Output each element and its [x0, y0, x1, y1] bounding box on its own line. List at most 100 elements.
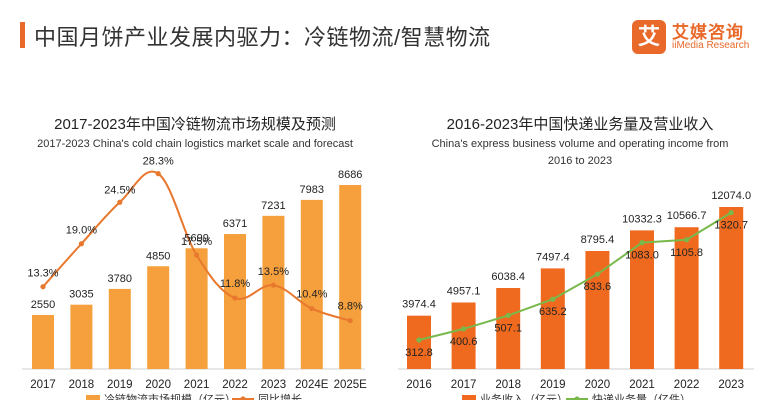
right-x-tick-label: 2017: [451, 379, 477, 391]
left-bar-label: 4850: [146, 250, 170, 262]
left-x-tick-label: 2025E: [334, 379, 368, 391]
right-bar: [674, 227, 699, 369]
right-x-tick-label: 2021: [629, 379, 655, 391]
left-bar: [32, 314, 54, 369]
right-chart-title: 2016-2023年中国快递业务量及营业收入: [446, 116, 714, 133]
page-title: 中国月饼产业发展内驱力：冷链物流/智慧物流: [34, 25, 491, 50]
right-line-label: 1083.0: [625, 250, 659, 262]
left-bar-label: 6371: [223, 218, 247, 230]
right-x-tick-label: 2018: [495, 379, 521, 391]
right-legend-bar-label: 业务收入（亿元）: [480, 392, 568, 400]
left-line-point: [309, 305, 315, 312]
right-line-label: 1320.7: [714, 220, 748, 232]
logo-mark-icon: 艾: [632, 20, 666, 54]
right-bar: [496, 287, 521, 369]
right-line-point: [728, 210, 734, 216]
right-bar-label: 10566.7: [667, 210, 707, 222]
iimedia-logo: 艾 艾媒咨询 iiMedia Research: [632, 18, 762, 58]
right-line-point: [505, 312, 511, 319]
right-line-label: 400.6: [450, 336, 478, 348]
title-accent-bar: [20, 22, 25, 48]
left-x-tick-label: 2020: [145, 379, 171, 391]
left-line-label: 17.5%: [181, 236, 212, 248]
left-chart-subtitle: 2017-2023 China's cold chain logistics m…: [37, 138, 353, 150]
left-line-label: 13.5%: [258, 266, 289, 278]
left-line-label: 28.3%: [143, 156, 174, 168]
left-line-point: [117, 199, 123, 205]
right-line-point: [594, 271, 601, 277]
right-bar: [540, 268, 565, 369]
right-legend-bar-swatch: [462, 395, 476, 400]
left-bar-label: 2550: [31, 299, 55, 311]
left-x-tick-label: 2022: [222, 379, 248, 391]
logo-en-text: iiMedia Research: [672, 40, 750, 51]
left-bar-label: 7231: [261, 200, 285, 212]
right-x-tick-label: 2022: [674, 379, 700, 391]
right-line-label: 635.2: [539, 306, 567, 318]
right-x-tick-label: 2020: [585, 379, 611, 391]
right-line-label: 833.6: [584, 281, 612, 293]
left-bar-label: 5699: [184, 232, 208, 244]
right-legend-line-label: 快递业务量（亿件）: [592, 392, 691, 400]
right-bar-label: 7497.4: [536, 251, 570, 263]
left-x-tick-label: 2021: [184, 379, 210, 391]
left-bar: [147, 266, 170, 369]
right-line-point: [416, 337, 422, 343]
right-bar-label: 6038.4: [491, 271, 525, 283]
left-bar: [262, 215, 285, 369]
right-legend-line-marker: [574, 396, 580, 400]
left-bar: [185, 248, 208, 369]
left-x-tick-label: 2018: [69, 379, 95, 391]
left-line-label: 24.5%: [104, 184, 135, 196]
left-line-point: [232, 295, 238, 301]
left-x-tick-label: 2017: [30, 379, 56, 391]
logo-cn-text: 艾媒咨询: [672, 23, 744, 42]
right-bar: [630, 230, 654, 369]
left-bar-label: 3035: [69, 289, 93, 301]
left-line-label: 13.3%: [27, 268, 58, 280]
right-chart-subtitle-line2: 2016 to 2023: [547, 155, 613, 167]
left-line-point: [347, 318, 353, 324]
left-line-point: [194, 252, 200, 258]
right-x-tick-label: 2023: [718, 379, 744, 391]
left-bar-label: 3780: [108, 273, 132, 285]
left-bar-label: 7983: [300, 184, 324, 196]
right-bar-label: 12074.0: [711, 190, 751, 202]
left-legend-bar-label: 冷链物流市场规模（亿元）: [104, 392, 236, 400]
left-bar: [224, 234, 246, 369]
left-x-tick-label: 2024E: [295, 379, 329, 391]
left-bar: [339, 185, 362, 369]
left-line-label: 10.4%: [296, 289, 327, 301]
right-bar-label: 10332.3: [622, 213, 662, 225]
right-volume-line: [418, 211, 732, 341]
right-chart-subtitle-line1: China's express business volume and oper…: [431, 138, 729, 150]
left-bar: [108, 288, 131, 369]
left-legend-line-marker: [240, 396, 246, 400]
right-line-point: [639, 240, 645, 246]
right-line-label: 1105.8: [670, 247, 703, 259]
header: 中国月饼产业发展内驱力：冷链物流/智慧物流 艾 艾媒咨询 iiMedia Res…: [0, 0, 769, 62]
left-line-point: [78, 241, 84, 247]
left-line-point: [155, 171, 161, 177]
right-bar-label: 4957.1: [447, 285, 481, 297]
left-bar: [300, 199, 323, 369]
left-chart-title: 2017-2023年中国冷链物流市场规模及预测: [54, 116, 336, 133]
right-bar: [585, 250, 610, 369]
right-line-point: [684, 237, 690, 243]
right-line-point: [550, 296, 556, 302]
right-line-label: 312.8: [405, 347, 433, 359]
right-x-tick-label: 2019: [540, 379, 566, 391]
right-line-label: 507.1: [494, 322, 522, 334]
left-x-tick-label: 2023: [261, 379, 287, 391]
left-line-label: 11.8%: [220, 278, 251, 290]
left-line-point: [270, 282, 276, 288]
left-line-point: [40, 284, 46, 290]
left-legend-line-label: 同比增长: [258, 392, 302, 400]
left-line-label: 8.8%: [338, 301, 363, 313]
left-bar: [70, 304, 93, 369]
right-bar: [451, 302, 476, 369]
right-x-tick-label: 2016: [406, 379, 432, 391]
right-bar-label: 8795.4: [581, 234, 615, 246]
left-line-label: 19.0%: [66, 225, 97, 237]
